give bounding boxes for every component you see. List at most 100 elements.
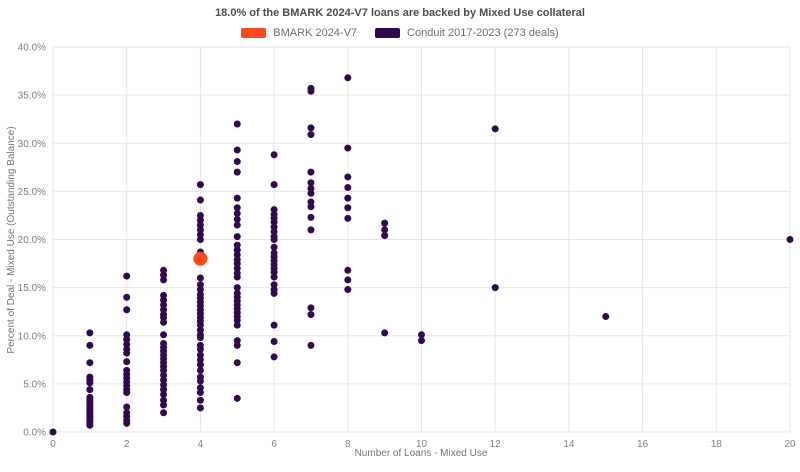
data-point[interactable]	[196, 181, 204, 189]
data-point[interactable]	[123, 358, 131, 366]
data-point[interactable]	[196, 196, 204, 204]
data-point[interactable]	[123, 293, 131, 301]
data-point[interactable]	[307, 189, 315, 197]
data-point[interactable]	[344, 144, 352, 152]
data-point[interactable]	[344, 214, 352, 222]
data-point[interactable]	[160, 266, 168, 274]
data-point[interactable]	[307, 213, 315, 221]
data-point[interactable]	[233, 316, 241, 324]
data-point[interactable]	[270, 321, 278, 329]
data-point[interactable]	[233, 204, 241, 212]
data-point[interactable]	[123, 272, 131, 280]
data-point[interactable]	[491, 284, 499, 292]
data-point[interactable]	[270, 228, 278, 236]
data-point[interactable]	[160, 331, 168, 339]
data-point[interactable]	[160, 386, 168, 394]
data-point[interactable]	[307, 341, 315, 349]
data-point[interactable]	[233, 264, 241, 272]
data-point[interactable]	[270, 218, 278, 226]
data-point[interactable]	[160, 401, 168, 409]
data-point[interactable]	[233, 359, 241, 367]
data-point[interactable]	[307, 311, 315, 319]
data-point[interactable]	[270, 206, 278, 214]
data-point[interactable]	[233, 321, 241, 329]
data-point[interactable]	[344, 194, 352, 202]
data-point[interactable]	[602, 313, 610, 320]
data-point[interactable]	[270, 281, 278, 289]
data-point[interactable]	[196, 211, 204, 219]
data-point[interactable]	[86, 329, 94, 337]
data-point[interactable]	[160, 291, 168, 299]
data-point[interactable]	[86, 359, 94, 367]
data-point[interactable]	[160, 390, 168, 398]
data-point[interactable]	[344, 286, 352, 294]
data-point[interactable]	[233, 273, 241, 281]
data-point[interactable]	[196, 286, 204, 294]
data-point[interactable]	[196, 281, 204, 289]
data-point[interactable]	[196, 326, 204, 334]
data-point[interactable]	[233, 158, 241, 166]
data-point[interactable]	[196, 404, 204, 412]
data-point[interactable]	[270, 338, 278, 346]
data-point[interactable]	[160, 313, 168, 321]
data-point[interactable]	[307, 203, 315, 211]
data-point[interactable]	[270, 243, 278, 251]
data-point[interactable]	[160, 409, 168, 417]
data-point[interactable]	[786, 236, 794, 243]
data-point[interactable]	[160, 276, 168, 284]
data-point[interactable]	[270, 273, 278, 281]
data-point[interactable]	[196, 226, 204, 234]
data-point[interactable]	[86, 386, 94, 394]
data-point[interactable]	[270, 223, 278, 231]
data-point[interactable]	[123, 306, 131, 314]
data-point[interactable]	[233, 341, 241, 349]
data-point[interactable]	[123, 336, 131, 344]
data-point[interactable]	[381, 226, 389, 234]
data-point[interactable]	[123, 349, 131, 357]
data-point[interactable]	[196, 384, 204, 392]
data-point[interactable]	[196, 236, 204, 243]
data-point[interactable]	[270, 236, 278, 243]
data-point[interactable]	[307, 131, 315, 139]
data-point[interactable]	[160, 296, 168, 304]
data-point[interactable]	[233, 120, 241, 128]
data-point[interactable]	[381, 232, 389, 240]
data-point[interactable]	[233, 394, 241, 402]
data-point[interactable]	[193, 251, 208, 266]
data-point[interactable]	[307, 179, 315, 187]
data-point[interactable]	[307, 184, 315, 192]
data-point[interactable]	[233, 194, 241, 202]
data-point[interactable]	[196, 366, 204, 374]
data-point[interactable]	[49, 428, 57, 436]
data-point[interactable]	[160, 376, 168, 384]
data-point[interactable]	[196, 334, 204, 342]
legend-item-bmark[interactable]: BMARK 2024-V7	[241, 27, 357, 39]
data-point[interactable]	[160, 371, 168, 379]
data-point[interactable]	[233, 221, 241, 229]
data-point[interactable]	[233, 241, 241, 249]
data-point[interactable]	[233, 210, 241, 218]
data-point[interactable]	[160, 306, 168, 314]
data-point[interactable]	[270, 151, 278, 159]
data-point[interactable]	[196, 216, 204, 224]
data-point[interactable]	[196, 356, 204, 364]
data-point[interactable]	[344, 74, 352, 82]
data-point[interactable]	[344, 276, 352, 284]
data-point[interactable]	[160, 366, 168, 374]
data-point[interactable]	[233, 260, 241, 268]
data-point[interactable]	[160, 271, 168, 279]
data-point[interactable]	[123, 403, 131, 411]
data-point[interactable]	[160, 396, 168, 404]
data-point[interactable]	[196, 221, 204, 229]
data-point[interactable]	[196, 351, 204, 359]
data-point[interactable]	[160, 381, 168, 389]
data-point[interactable]	[233, 215, 241, 223]
data-point[interactable]	[160, 318, 168, 326]
data-point[interactable]	[196, 345, 204, 353]
data-point[interactable]	[307, 226, 315, 234]
data-point[interactable]	[123, 331, 131, 339]
data-point[interactable]	[344, 184, 352, 192]
data-point[interactable]	[233, 146, 241, 154]
data-point[interactable]	[418, 331, 425, 339]
data-point[interactable]	[233, 251, 241, 259]
